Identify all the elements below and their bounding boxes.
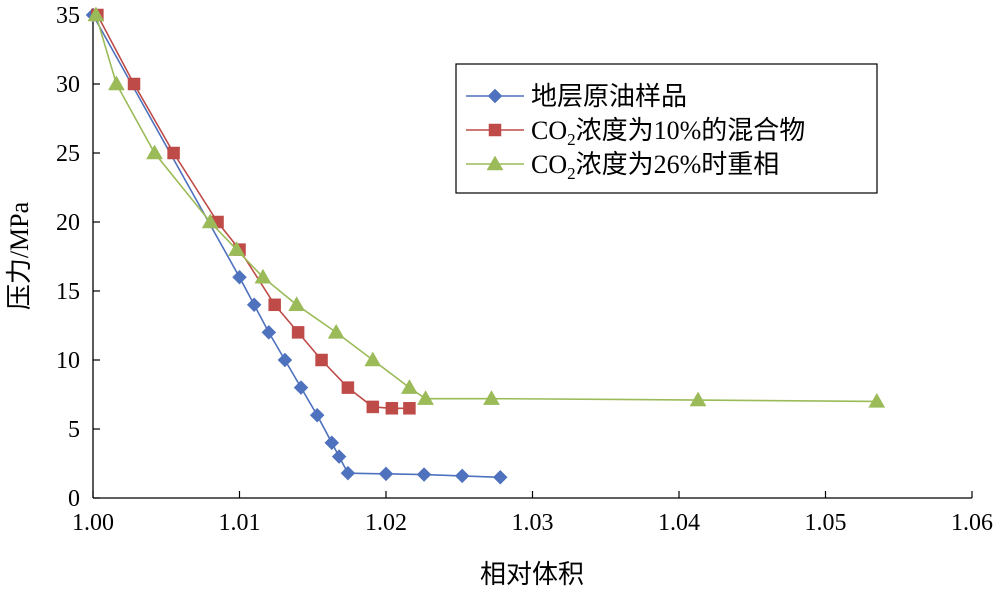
data-point <box>492 469 508 485</box>
co2-26-heavy-phase-series <box>87 6 886 408</box>
formation-oil-series <box>85 7 508 485</box>
legend-label-rest: 浓度为26%时重相 <box>576 150 780 179</box>
y-tick-label: 10 <box>56 348 80 374</box>
data-point <box>366 400 380 414</box>
legend-label-main: CO <box>531 150 567 179</box>
data-point <box>146 144 163 160</box>
x-tick-label: 1.04 <box>658 510 700 536</box>
data-point <box>315 353 328 367</box>
x-tick-label: 1.00 <box>72 510 114 536</box>
data-point <box>254 268 272 284</box>
x-tick-label: 1.02 <box>365 510 407 536</box>
data-point <box>261 325 277 340</box>
legend-entry: CO2浓度为10%的混合物 <box>466 116 805 149</box>
series-line <box>96 14 410 410</box>
data-point <box>689 391 707 407</box>
legend-swatch-marker <box>488 123 502 137</box>
y-tick-label: 25 <box>56 141 80 167</box>
data-point <box>378 466 394 482</box>
y-tick-label: 20 <box>56 210 80 236</box>
legend-label-rest: 浓度为10%的混合物 <box>576 116 806 145</box>
data-point <box>340 465 356 481</box>
data-point <box>277 352 293 368</box>
data-point <box>309 407 325 423</box>
y-tick-label: 0 <box>68 486 80 512</box>
legend-entry: 地层原油样品 <box>466 82 687 111</box>
data-point <box>327 323 345 339</box>
data-point <box>108 75 125 91</box>
data-point <box>331 449 347 464</box>
series-layer <box>85 6 886 485</box>
legend-label: CO2浓度为10%的混合物 <box>531 116 805 149</box>
data-point <box>232 269 247 285</box>
data-point <box>228 241 246 256</box>
legend-swatch-marker <box>486 155 504 171</box>
x-tick-label: 1.03 <box>512 510 554 536</box>
data-point <box>364 351 382 367</box>
x-tick-label: 1.05 <box>805 510 847 536</box>
legend-box <box>455 63 878 194</box>
y-tick-label: 5 <box>68 417 80 443</box>
data-point <box>341 381 355 394</box>
x-tick-label: 1.06 <box>951 510 993 536</box>
data-point <box>324 435 340 451</box>
y-axis-title: 压力/MPa <box>5 201 34 310</box>
legend-label: 地层原油样品 <box>531 82 687 111</box>
y-tick-label: 35 <box>56 3 80 29</box>
legend-swatch-marker <box>487 88 503 104</box>
x-axis-title: 相对体积 <box>480 560 584 589</box>
legend-label: CO2浓度为26%时重相 <box>531 150 779 183</box>
data-point <box>454 468 470 484</box>
co2-10-mixture-series <box>91 8 416 415</box>
series-line <box>92 14 501 479</box>
y-tick-label: 30 <box>56 72 80 98</box>
y-axis-ticks: 0 5 10 15 20 25 30 35 <box>56 3 100 512</box>
data-point <box>127 77 141 91</box>
data-point <box>291 326 305 339</box>
legend-entry: CO2浓度为26%时重相 <box>466 150 779 183</box>
data-point <box>246 297 262 313</box>
data-point <box>403 402 416 415</box>
data-point <box>416 467 432 482</box>
data-point <box>417 390 434 405</box>
data-point <box>201 213 219 229</box>
y-tick-label: 15 <box>56 279 80 305</box>
legend-label-main: CO <box>531 116 567 145</box>
data-point <box>293 380 309 395</box>
data-point <box>385 402 399 415</box>
data-point <box>288 296 306 312</box>
legend-label-main: 地层原油样品 <box>531 82 687 111</box>
data-point <box>167 146 180 160</box>
series-line <box>95 14 877 403</box>
data-point <box>483 390 500 405</box>
legend-label-subscript: 2 <box>567 130 576 149</box>
legend-label-subscript: 2 <box>567 164 576 183</box>
data-point <box>87 6 105 22</box>
x-axis-ticks: 1.00 1.01 1.02 1.03 1.04 1.05 1.06 <box>72 491 993 536</box>
data-point <box>268 298 281 312</box>
x-tick-label: 1.01 <box>219 510 261 536</box>
data-point <box>868 392 886 408</box>
data-point <box>401 379 418 394</box>
